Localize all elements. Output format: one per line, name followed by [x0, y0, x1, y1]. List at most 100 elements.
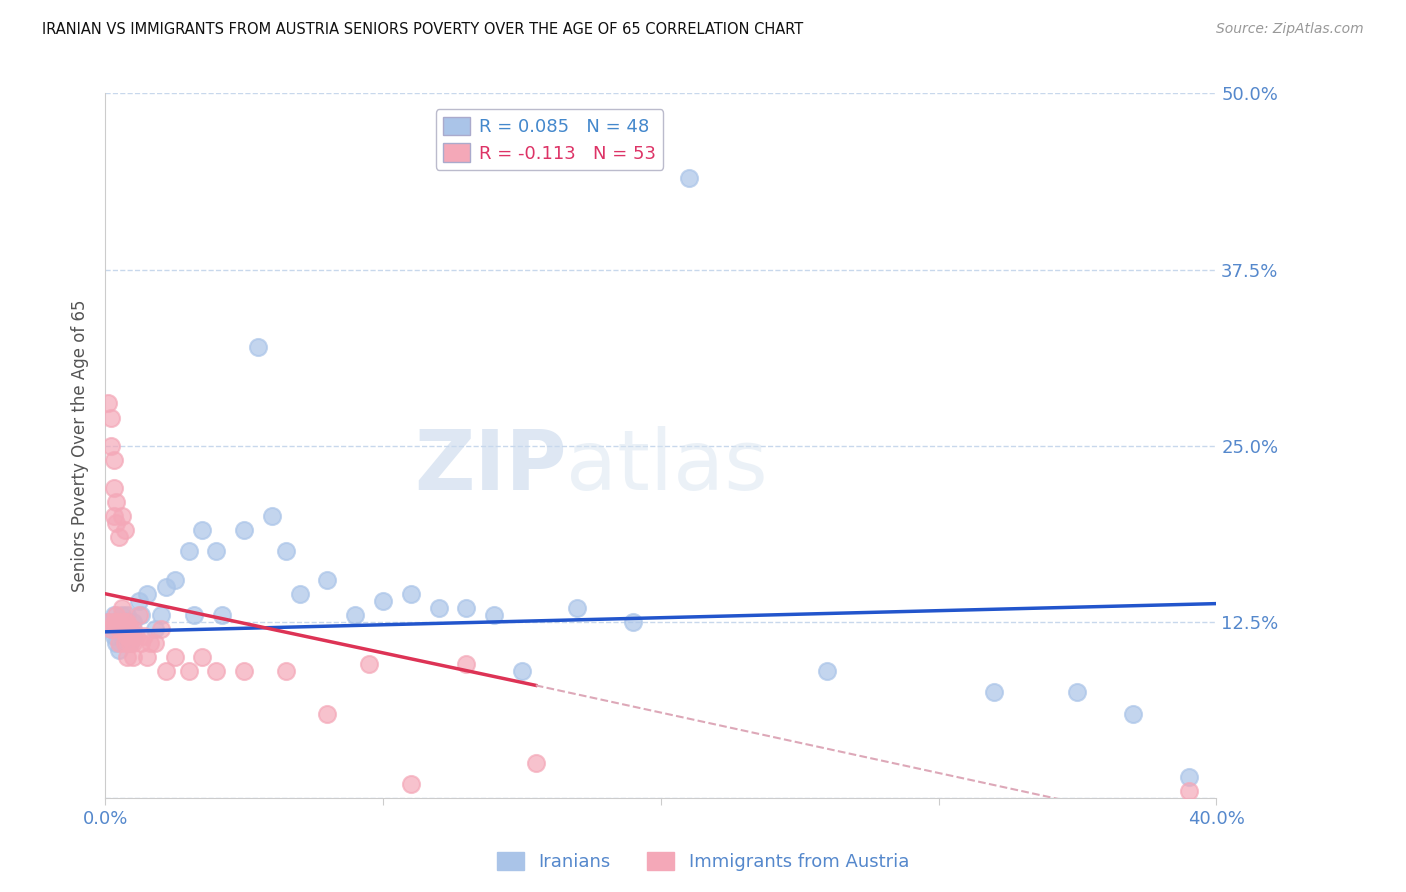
Point [111, 607, 134, 622]
Point [211, 607, 233, 622]
Text: atlas: atlas [567, 426, 768, 508]
Point [177, 544, 200, 558]
Point [114, 524, 136, 538]
Point [117, 607, 139, 622]
Point [177, 665, 200, 679]
Point [149, 607, 172, 622]
Point [111, 615, 134, 629]
Y-axis label: Seniors Poverty Over the Age of 65: Seniors Poverty Over the Age of 65 [72, 300, 89, 592]
Point [288, 587, 311, 601]
Point [97, 615, 120, 629]
Point [316, 706, 339, 721]
Point [399, 587, 422, 601]
Point [1177, 770, 1199, 784]
Point [122, 615, 145, 629]
Point [1122, 706, 1144, 721]
Point [1177, 784, 1199, 798]
Point [111, 629, 134, 643]
Point [678, 170, 700, 185]
Point [183, 607, 205, 622]
Point [105, 615, 128, 629]
Point [120, 636, 142, 650]
Legend: R = 0.085   N = 48, R = -0.113   N = 53: R = 0.085 N = 48, R = -0.113 N = 53 [436, 110, 664, 169]
Point [399, 777, 422, 791]
Point [125, 629, 148, 643]
Point [191, 524, 214, 538]
Point [163, 573, 186, 587]
Point [105, 636, 128, 650]
Point [427, 600, 450, 615]
Point [105, 622, 128, 636]
Point [111, 509, 134, 524]
Text: ZIP: ZIP [413, 426, 567, 508]
Point [567, 600, 589, 615]
Point [983, 685, 1005, 699]
Point [120, 622, 142, 636]
Point [359, 657, 381, 672]
Point [128, 607, 150, 622]
Point [122, 636, 145, 650]
Point [149, 622, 172, 636]
Point [100, 439, 122, 453]
Point [131, 636, 153, 650]
Point [114, 615, 136, 629]
Point [105, 607, 128, 622]
Point [103, 453, 125, 467]
Point [138, 636, 160, 650]
Point [114, 636, 136, 650]
Point [103, 481, 125, 495]
Point [111, 600, 134, 615]
Point [316, 573, 339, 587]
Legend: Iranians, Immigrants from Austria: Iranians, Immigrants from Austria [489, 845, 917, 879]
Point [100, 622, 122, 636]
Point [122, 622, 145, 636]
Point [524, 756, 547, 770]
Point [120, 636, 142, 650]
Point [1066, 685, 1088, 699]
Point [108, 615, 131, 629]
Point [97, 615, 120, 629]
Point [108, 636, 131, 650]
Point [114, 622, 136, 636]
Point [114, 629, 136, 643]
Point [108, 530, 131, 544]
Point [132, 629, 155, 643]
Point [103, 607, 125, 622]
Point [128, 594, 150, 608]
Point [103, 509, 125, 524]
Point [191, 650, 214, 665]
Point [135, 650, 157, 665]
Point [371, 594, 394, 608]
Point [205, 665, 228, 679]
Point [100, 410, 122, 425]
Point [103, 615, 125, 629]
Point [233, 524, 256, 538]
Point [205, 544, 228, 558]
Point [108, 622, 131, 636]
Point [103, 629, 125, 643]
Point [155, 665, 177, 679]
Point [233, 665, 256, 679]
Point [456, 657, 478, 672]
Point [100, 622, 122, 636]
Point [143, 636, 166, 650]
Point [274, 544, 297, 558]
Point [163, 650, 186, 665]
Point [117, 650, 139, 665]
Point [97, 396, 120, 410]
Point [108, 643, 131, 657]
Point [131, 607, 153, 622]
Text: IRANIAN VS IMMIGRANTS FROM AUSTRIA SENIORS POVERTY OVER THE AGE OF 65 CORRELATIO: IRANIAN VS IMMIGRANTS FROM AUSTRIA SENIO… [42, 22, 803, 37]
Point [274, 665, 297, 679]
Point [246, 340, 269, 354]
Point [815, 665, 838, 679]
Point [456, 600, 478, 615]
Point [105, 516, 128, 531]
Point [143, 622, 166, 636]
Point [122, 629, 145, 643]
Text: Source: ZipAtlas.com: Source: ZipAtlas.com [1216, 22, 1364, 37]
Point [510, 665, 533, 679]
Point [482, 607, 505, 622]
Point [135, 587, 157, 601]
Point [117, 629, 139, 643]
